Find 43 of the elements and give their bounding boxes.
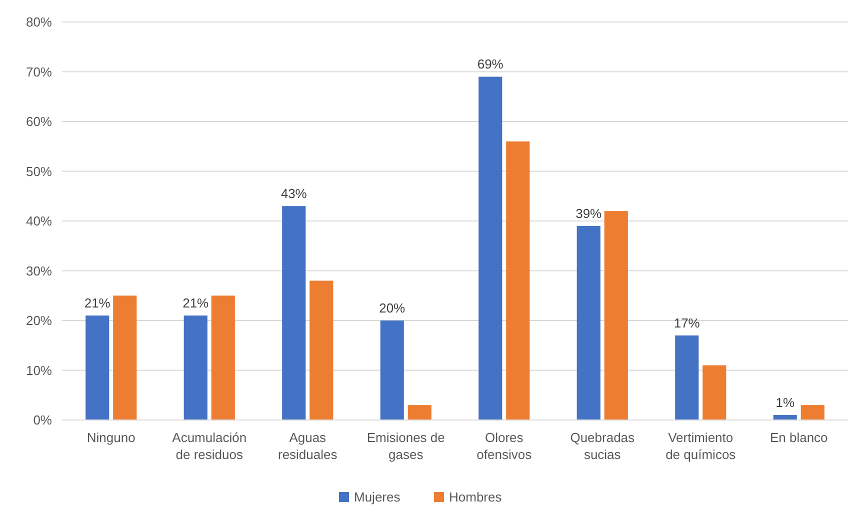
data-label: 21%	[182, 296, 210, 311]
bar	[380, 320, 404, 420]
data-label: 17%	[674, 315, 700, 330]
data-label: 69%	[477, 56, 504, 72]
bar	[675, 335, 699, 420]
x-tick-label: Vertimiento de químicos	[666, 430, 736, 462]
y-tick-label: 70%	[26, 64, 52, 80]
bar	[86, 316, 110, 420]
bar	[282, 206, 306, 420]
data-label: 1%	[776, 395, 795, 410]
bar	[702, 365, 726, 420]
x-tick-label: Olores ofensivos	[476, 430, 532, 462]
y-tick-label: 0%	[33, 412, 52, 428]
data-label: 39%	[576, 206, 602, 221]
bar	[800, 405, 824, 420]
x-tick-label: Acumulación de residuos	[172, 430, 247, 462]
legend-label: Mujeres	[354, 490, 401, 505]
bar	[773, 415, 797, 420]
bar	[604, 211, 628, 420]
legend-label: Hombres	[449, 490, 502, 505]
x-tick-label: Quebradas sucias	[570, 430, 636, 462]
y-tick-label: 60%	[26, 114, 52, 130]
y-tick-label: 40%	[26, 214, 52, 229]
bar	[408, 405, 432, 420]
data-label: 20%	[379, 300, 406, 316]
y-tick-label: 80%	[26, 14, 52, 30]
bar	[113, 296, 137, 420]
x-tick-label: Emisiones de gases	[366, 430, 445, 462]
x-tick-label: Aguas residuales	[278, 430, 338, 462]
bar	[478, 76, 502, 420]
y-tick-label: 10%	[26, 362, 52, 378]
bar	[211, 296, 235, 420]
x-tick-label: Ninguno	[86, 430, 136, 445]
y-tick-label: 50%	[26, 164, 52, 179]
data-label: 21%	[84, 296, 111, 311]
y-tick-label: 20%	[26, 313, 52, 328]
bar	[506, 141, 530, 420]
data-label: 43%	[280, 186, 308, 202]
bar	[310, 280, 334, 420]
bar	[184, 316, 208, 420]
bar	[576, 226, 600, 420]
y-tick-label: 30%	[26, 263, 52, 278]
x-tick-label: En blanco	[770, 430, 828, 445]
